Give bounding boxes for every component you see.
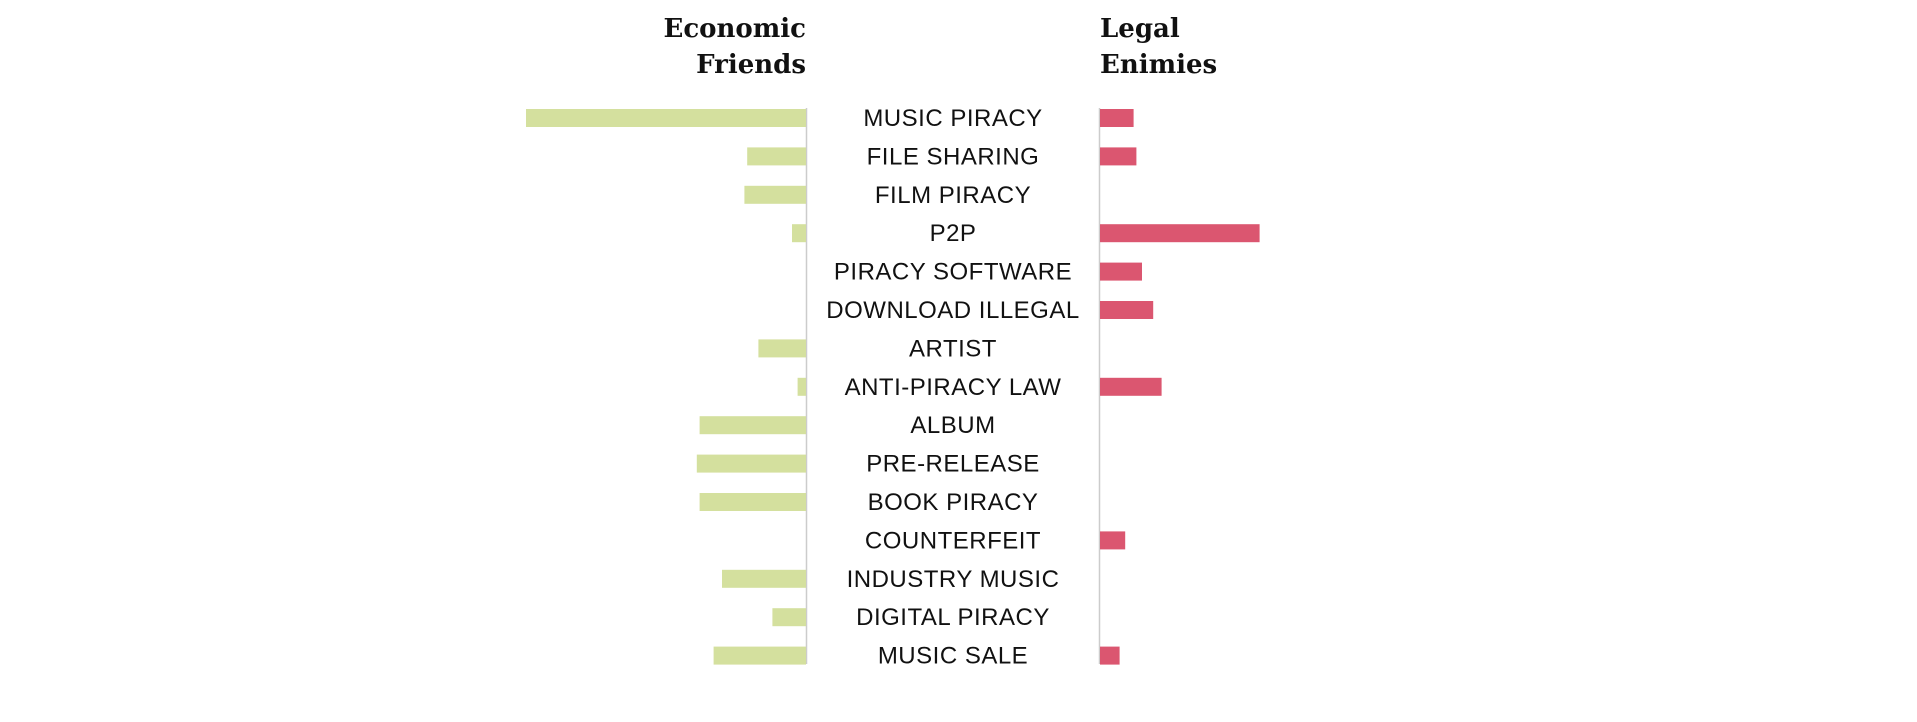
right-header: Legal Enimies — [1100, 14, 1217, 80]
right-bar — [1100, 147, 1137, 166]
category-label: MUSIC PIRACY — [863, 105, 1042, 132]
left-bar — [699, 416, 806, 435]
category-label: FILE SHARING — [867, 143, 1040, 170]
category-label: MUSIC SALE — [878, 643, 1028, 670]
category-label: ANTI-PIRACY LAW — [845, 374, 1062, 401]
right-bar — [1100, 646, 1120, 665]
right-bar — [1100, 109, 1134, 127]
category-label: ARTIST — [909, 335, 997, 362]
right-bar — [1100, 531, 1126, 550]
left-header: Economic Friends — [664, 14, 806, 80]
left-bar — [699, 493, 806, 511]
category-label: INDUSTRY MUSIC — [847, 566, 1060, 593]
left-bar — [772, 608, 806, 627]
category-label: ALBUM — [910, 412, 995, 439]
category-label: PRE-RELEASE — [866, 451, 1040, 478]
category-label: BOOK PIRACY — [868, 489, 1039, 516]
right-header-line-1: Legal — [1100, 14, 1180, 44]
left-bar — [722, 569, 806, 588]
left-header-line-1: Economic — [664, 14, 806, 44]
category-label: COUNTERFEIT — [865, 527, 1041, 554]
category-labels: MUSIC PIRACY FILE SHARING FILM PIRACY P2P PI… — [826, 105, 1079, 670]
right-bar — [1100, 377, 1162, 396]
right-bar — [1100, 262, 1142, 281]
left-bar — [713, 646, 806, 665]
category-label: DOWNLOAD ILLEGAL — [826, 297, 1079, 324]
left-bar — [792, 224, 806, 243]
left-bar — [747, 147, 806, 166]
left-header-line-2: Friends — [696, 50, 806, 80]
right-header-line-2: Enimies — [1100, 50, 1217, 80]
left-bar — [797, 377, 806, 396]
left-bar — [526, 109, 806, 127]
left-bar — [696, 454, 806, 473]
category-label: DIGITAL PIRACY — [856, 604, 1050, 631]
right-bar — [1100, 224, 1260, 243]
category-label: PIRACY SOFTWARE — [834, 259, 1072, 286]
right-bars — [1100, 109, 1260, 665]
category-label: P2P — [930, 220, 977, 247]
left-bar — [744, 185, 806, 204]
left-bars — [526, 109, 806, 665]
category-label: FILM PIRACY — [875, 182, 1031, 209]
left-bar — [758, 339, 806, 358]
right-bar — [1100, 301, 1154, 319]
